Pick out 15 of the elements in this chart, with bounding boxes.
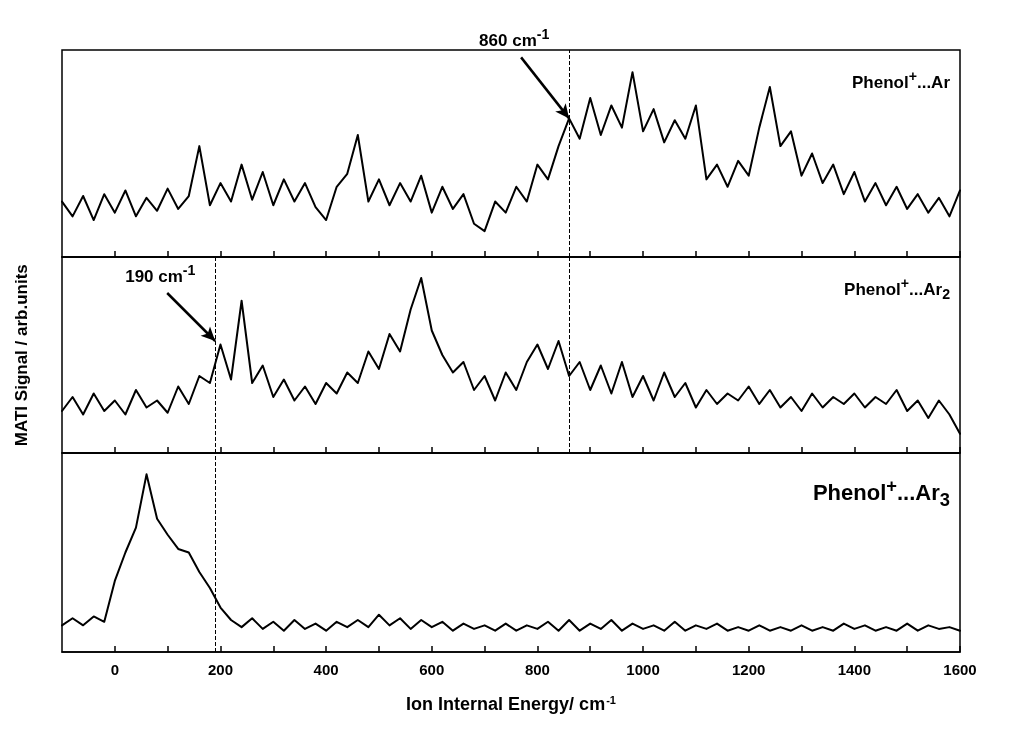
x-tick-label: 1200 <box>732 661 766 678</box>
text: Phenol$^{+}$...Ar <box>851 68 950 94</box>
x-tick-label: 600 <box>419 661 445 678</box>
x-tick-label: 0 <box>110 661 119 678</box>
text: Phenol$^{+}$...Ar$_{3}$ <box>812 475 950 511</box>
y-axis-title: MATI Signal / arb.units <box>11 264 32 447</box>
x-tick-label: 200 <box>207 661 233 678</box>
x-tick-label: 1000 <box>626 661 660 678</box>
annotation: 190 cm$^{-1}$ <box>125 262 196 288</box>
x-tick-label: 400 <box>313 661 339 678</box>
text: Phenol$^{+}$...Ar$_{2}$ <box>844 275 950 304</box>
x-tick-label: 1600 <box>943 661 977 678</box>
x-tick-label: 800 <box>524 661 550 678</box>
x-tick-label: 1400 <box>837 661 872 678</box>
annotation: 860 cm$^{-1}$ <box>479 26 550 52</box>
